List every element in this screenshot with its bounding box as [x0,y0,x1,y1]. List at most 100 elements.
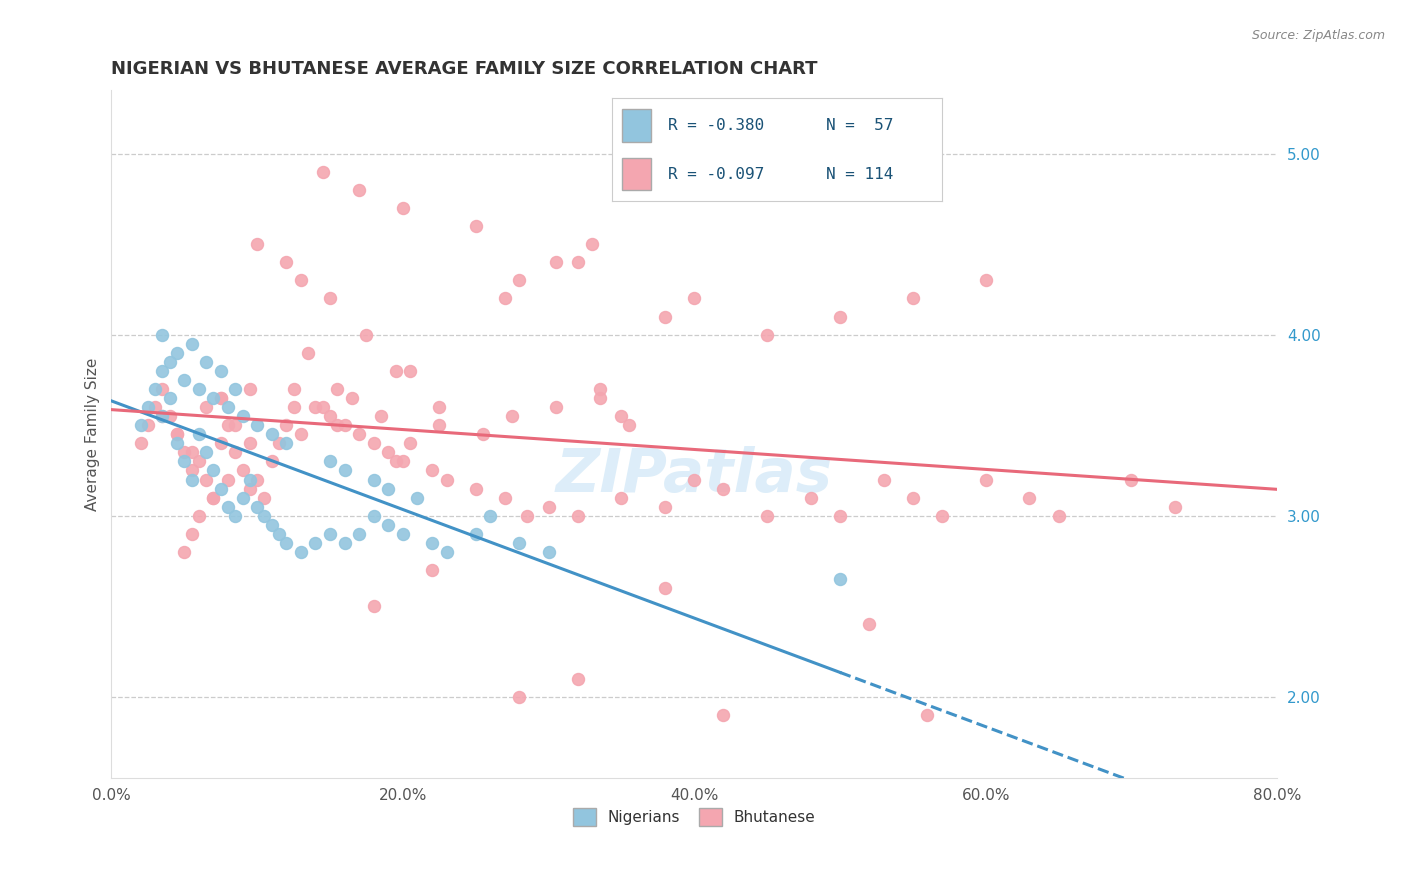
Point [917,707,939,722]
Point [224,382,246,396]
Point [180,336,202,351]
Point [283,382,305,396]
Point [713,482,735,496]
Point [246,473,269,487]
Point [494,491,516,505]
Point [567,672,589,686]
Point [654,581,676,595]
Point [610,409,633,424]
Point [152,364,174,378]
Point [180,526,202,541]
Point [260,454,283,468]
Point [195,355,218,369]
Text: NIGERIAN VS BHUTANESE AVERAGE FAMILY SIZE CORRELATION CHART: NIGERIAN VS BHUTANESE AVERAGE FAMILY SIZ… [111,60,818,78]
Point [464,219,486,233]
Point [209,391,232,405]
Point [392,526,415,541]
Point [654,500,676,514]
Point [363,508,385,523]
Point [333,536,356,550]
Point [384,364,406,378]
Point [180,463,202,477]
Point [209,436,232,450]
Point [195,473,218,487]
Point [187,427,209,442]
Point [290,273,312,287]
Point [290,545,312,559]
Point [217,400,239,414]
Point [420,563,443,577]
Point [276,536,298,550]
FancyBboxPatch shape [621,110,651,142]
Point [683,473,706,487]
Point [501,409,523,424]
Point [713,707,735,722]
Point [436,473,458,487]
Point [800,491,823,505]
Legend: Nigerians, Bhutanese: Nigerians, Bhutanese [567,802,821,832]
Point [239,382,262,396]
Point [276,436,298,450]
Point [152,382,174,396]
Point [828,310,851,324]
Point [399,436,422,450]
Point [464,526,486,541]
Point [260,517,283,532]
Point [858,617,880,632]
Point [377,482,399,496]
Point [202,391,225,405]
Point [319,454,342,468]
Point [224,445,246,459]
Point [392,201,415,215]
Point [187,454,209,468]
Point [187,382,209,396]
Point [420,536,443,550]
Point [195,400,218,414]
Point [152,409,174,424]
Point [232,463,254,477]
Point [136,418,159,433]
Point [166,436,188,450]
Point [159,355,181,369]
Y-axis label: Average Family Size: Average Family Size [86,358,100,511]
Point [544,400,567,414]
Text: R = -0.097: R = -0.097 [668,167,763,182]
Point [232,409,254,424]
Point [290,427,312,442]
Point [166,427,188,442]
Point [217,418,239,433]
Point [209,364,232,378]
Point [588,391,610,405]
Point [654,310,676,324]
Point [159,391,181,405]
Text: N =  57: N = 57 [827,119,894,133]
Point [209,482,232,496]
Point [377,445,399,459]
Point [187,508,209,523]
Point [319,409,342,424]
Text: N = 114: N = 114 [827,167,894,182]
Point [246,418,269,433]
Point [1121,473,1143,487]
Point [283,400,305,414]
Point [312,400,335,414]
Point [370,409,392,424]
Point [1047,508,1070,523]
Point [152,327,174,342]
Point [180,445,202,459]
Text: Source: ZipAtlas.com: Source: ZipAtlas.com [1251,29,1385,42]
Point [617,418,640,433]
Point [1164,500,1187,514]
Point [136,400,159,414]
Point [828,572,851,586]
Point [427,400,450,414]
Point [472,427,495,442]
Point [567,255,589,269]
Point [610,491,633,505]
Point [152,409,174,424]
Point [217,500,239,514]
Point [420,463,443,477]
Point [347,183,370,197]
Point [567,508,589,523]
Point [873,473,896,487]
